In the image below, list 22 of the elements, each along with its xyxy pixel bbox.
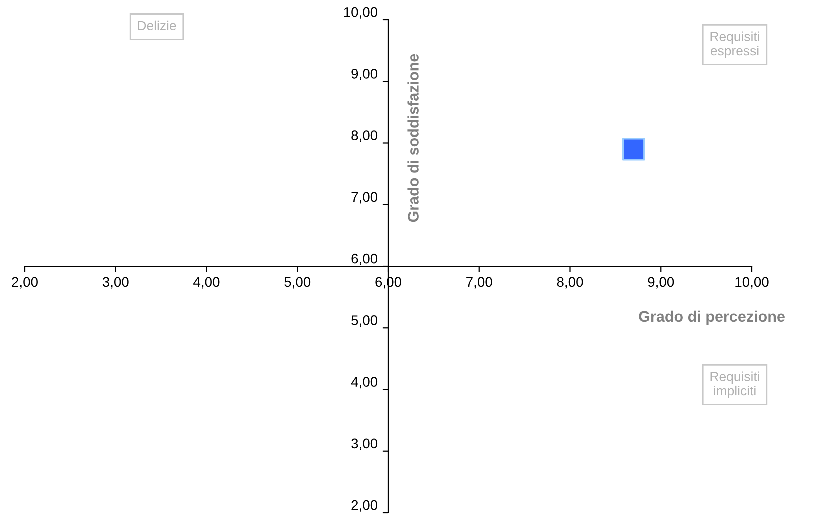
y-tick-label: 4,00 bbox=[351, 377, 378, 389]
x-tick-label: 8,00 bbox=[557, 277, 584, 289]
x-tick-label: 9,00 bbox=[648, 277, 674, 289]
annotation: Requisiti impliciti bbox=[710, 372, 760, 398]
x-tick-label: 10,00 bbox=[736, 277, 769, 289]
y-tick-label: 8,00 bbox=[352, 130, 378, 142]
x-axis-title: Grado di percezione bbox=[639, 310, 785, 326]
y-tick-label: 9,00 bbox=[352, 69, 378, 81]
y-tick-label: 3,00 bbox=[352, 438, 378, 450]
x-tick-label: 5,00 bbox=[284, 277, 311, 289]
y-tick-label: 10,00 bbox=[344, 7, 378, 19]
y-tick-label: 6,00 bbox=[352, 254, 378, 266]
x-tick-label: 3,00 bbox=[102, 277, 129, 289]
y-tick-label: 5,00 bbox=[352, 316, 378, 328]
annotation: Requisiti espressi bbox=[710, 32, 760, 58]
y-tick-label: 7,00 bbox=[352, 192, 378, 204]
x-tick-label: 4,00 bbox=[194, 277, 220, 289]
y-tick-label: 2,00 bbox=[352, 500, 378, 512]
x-tick-label: 7,00 bbox=[466, 277, 492, 289]
y-axis-title: Grado di soddisfazione bbox=[408, 54, 419, 222]
x-tick-label: 2,00 bbox=[12, 277, 38, 289]
annotation: Delizie bbox=[138, 20, 176, 31]
